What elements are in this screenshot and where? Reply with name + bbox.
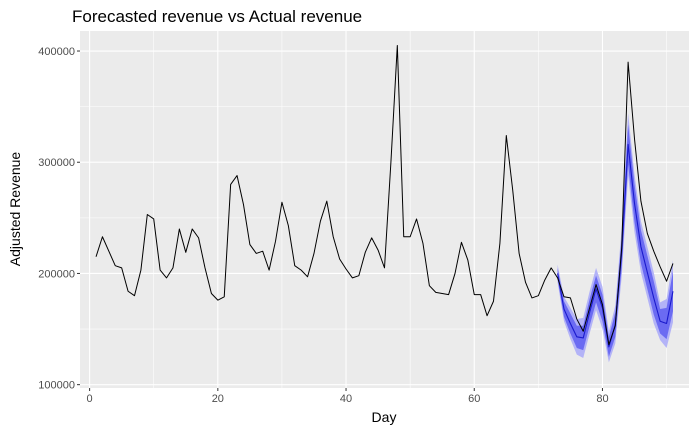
y-tick-label: 200000 [38,268,75,280]
x-tick-label: 20 [212,393,224,405]
minor-gridlines [80,31,689,388]
y-tick-label: 400000 [38,46,75,58]
series-lines [95,44,674,348]
x-tick-label: 0 [87,393,93,405]
interval-80-band [557,124,673,357]
x-axis-ticks: 0 20 40 60 80 [87,388,609,405]
y-tick-label: 100000 [38,380,75,392]
y-tick-label: 300000 [38,157,75,169]
chart-title: Forecasted revenue vs Actual revenue [72,7,362,26]
forecast-intervals [557,113,673,363]
y-axis-ticks: 100000 200000 300000 400000 [38,46,80,392]
x-tick-label: 60 [468,393,480,405]
plot-panel [80,31,689,388]
y-axis-title: Adjusted Revenue [7,152,23,267]
x-tick-label: 40 [340,393,352,405]
actual-line [95,44,674,346]
x-tick-label: 80 [596,393,608,405]
x-axis-title: Day [372,409,397,425]
